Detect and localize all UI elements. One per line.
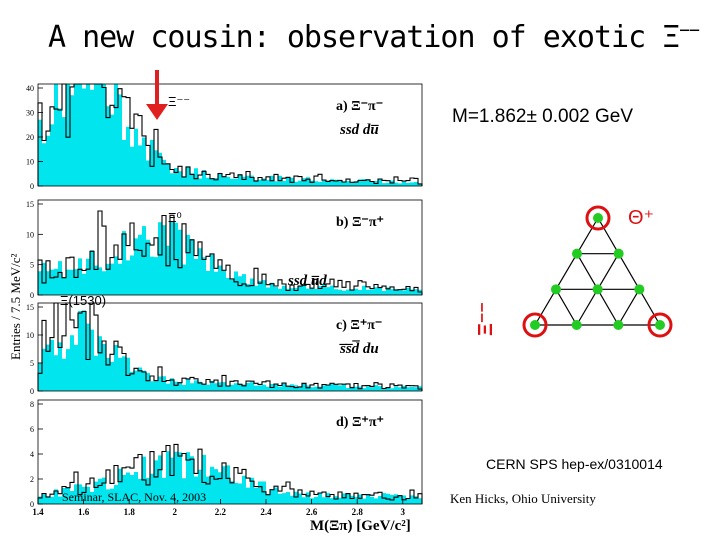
histogram-panel-b: 0 5 10 15 b) Ξ⁻π⁺ ssd u̅d Ξ⁰ bbox=[26, 199, 423, 300]
y-tick-label-a: 40 bbox=[26, 84, 34, 93]
x-tick-label: 1.6 bbox=[78, 507, 90, 517]
grid-edge bbox=[555, 289, 578, 326]
background-histogram-a bbox=[38, 84, 422, 186]
multiplet-node bbox=[571, 320, 582, 330]
y-tick-label-c: 15 bbox=[26, 303, 34, 312]
y-tick-label-d: 4 bbox=[30, 450, 34, 459]
peak-marker-c: Ξ(1530) bbox=[60, 293, 106, 308]
grid-edge bbox=[576, 217, 599, 254]
corner-ring bbox=[585, 205, 611, 231]
x-tick-label: 1.4 bbox=[32, 507, 44, 517]
y-tick-label-a: 30 bbox=[26, 109, 34, 118]
x-tick-label: 2 bbox=[173, 507, 178, 517]
grid-edge bbox=[576, 253, 599, 290]
x-tick-label: 2.2 bbox=[215, 507, 227, 517]
multiplet-node bbox=[593, 213, 603, 223]
histogram-panel-d: 0 2 4 6 8 d) Ξ⁺π⁺ bbox=[30, 399, 423, 509]
panel-frame-d bbox=[37, 399, 423, 505]
panel-label-d: d) Ξ⁺π⁺ bbox=[336, 415, 384, 430]
y-tick-label-d: 8 bbox=[30, 400, 34, 409]
title-superscript: −− bbox=[679, 20, 700, 41]
antidecuplet-diagram: Θ⁺ Ξ⁻⁻ bbox=[475, 205, 673, 338]
histogram-panel-c: 0 5 10 15 c) Ξ⁺π⁻ s̅s̅d̅ du Ξ(1530) bbox=[26, 293, 423, 396]
y-tick-label-a: 10 bbox=[26, 158, 34, 167]
y-tick-label-c: 0 bbox=[30, 387, 34, 396]
author-credit: Ken Hicks, Ohio University bbox=[450, 491, 596, 506]
corner-ring bbox=[522, 312, 548, 338]
background-histogram-d bbox=[38, 451, 422, 504]
theta-plus-label: Θ⁺ bbox=[628, 207, 654, 229]
grid-edge bbox=[576, 289, 599, 326]
grid-edge bbox=[617, 289, 640, 326]
multiplet-node bbox=[613, 320, 624, 330]
x-tick-label: 2.6 bbox=[306, 507, 318, 517]
slide-title: A new cousin: observation of exotic Ξ−− bbox=[48, 20, 700, 55]
peak-marker-a: Ξ⁻⁻ bbox=[168, 94, 190, 109]
arrow-head bbox=[146, 104, 168, 120]
y-tick-label-d: 0 bbox=[30, 500, 34, 509]
grid-edge bbox=[597, 289, 619, 326]
x-tick-label: 3 bbox=[401, 507, 406, 517]
y-tick-label-d: 2 bbox=[30, 475, 34, 484]
panel-label-c: c) Ξ⁺π⁻ bbox=[336, 318, 382, 333]
y-tick-label-b: 10 bbox=[26, 230, 34, 239]
grid-edge bbox=[638, 289, 661, 326]
background-histogram-b bbox=[38, 221, 422, 295]
y-axis-label: Entries / 7.5 MeV/c² bbox=[8, 253, 23, 360]
y-tick-label-b: 0 bbox=[30, 291, 34, 300]
multiplet-node bbox=[530, 320, 540, 330]
panel-frame-c bbox=[37, 302, 423, 392]
multiplet-node bbox=[551, 284, 561, 295]
y-tick-label-a: 0 bbox=[30, 182, 34, 191]
grid-edge bbox=[597, 253, 620, 290]
signal-histogram-c bbox=[37, 302, 423, 391]
y-tick-label-c: 10 bbox=[26, 331, 34, 340]
multiplet-node bbox=[613, 248, 624, 259]
cern-reference: CERN SPS hep-ex/0310014 bbox=[486, 456, 663, 472]
y-tick-label-c: 5 bbox=[30, 359, 34, 368]
signal-histogram-d bbox=[37, 443, 423, 504]
quark-content-a: ssd du̅ bbox=[339, 122, 379, 138]
peak-marker-b: Ξ⁰ bbox=[168, 210, 182, 225]
title-text: A new cousin: observation of exotic Ξ bbox=[48, 20, 680, 55]
xi-minus-minus-label: Ξ⁻⁻ bbox=[475, 302, 497, 336]
signal-histogram-b bbox=[37, 210, 423, 295]
panel-label-a: a) Ξ⁻π⁻ bbox=[336, 99, 383, 114]
quark-content-c: s̅s̅d̅ du bbox=[339, 340, 379, 357]
grid-edge bbox=[618, 253, 640, 290]
x-axis-label: M(Ξπ) [GeV/c²] bbox=[310, 518, 411, 534]
histogram-panel-a: 0 10 20 30 40 a) Ξ⁻π⁻ ssd du̅ Ξ⁻⁻ bbox=[26, 83, 423, 191]
multiplet-node bbox=[655, 320, 665, 330]
x-tick-label: 2.4 bbox=[260, 507, 272, 517]
multiplet-node bbox=[572, 248, 582, 259]
y-tick-label-a: 20 bbox=[26, 133, 34, 142]
mass-measurement: M=1.862± 0.002 GeV bbox=[452, 106, 634, 127]
panel-frame-a bbox=[37, 83, 423, 187]
multiplet-node bbox=[592, 284, 603, 295]
panel-frame-b bbox=[37, 199, 423, 296]
y-tick-label-b: 5 bbox=[30, 261, 34, 270]
panel-label-b: b) Ξ⁻π⁺ bbox=[336, 215, 384, 230]
corner-ring bbox=[647, 312, 673, 338]
y-tick-label-d: 6 bbox=[30, 425, 34, 434]
grid-edge bbox=[534, 289, 557, 326]
x-tick-label: 2.8 bbox=[352, 507, 364, 517]
seminar-credit: Seminar, SLAC, Nov. 4, 2003 bbox=[62, 490, 207, 504]
signal-histogram-a bbox=[37, 83, 423, 186]
x-tick-label: 1.8 bbox=[124, 507, 136, 517]
multiplet-node bbox=[634, 284, 645, 295]
quark-content-b: ssd u̅d bbox=[287, 273, 327, 289]
grid-edge bbox=[597, 217, 620, 254]
y-tick-label-b: 15 bbox=[26, 200, 34, 209]
grid-edge bbox=[555, 253, 578, 290]
